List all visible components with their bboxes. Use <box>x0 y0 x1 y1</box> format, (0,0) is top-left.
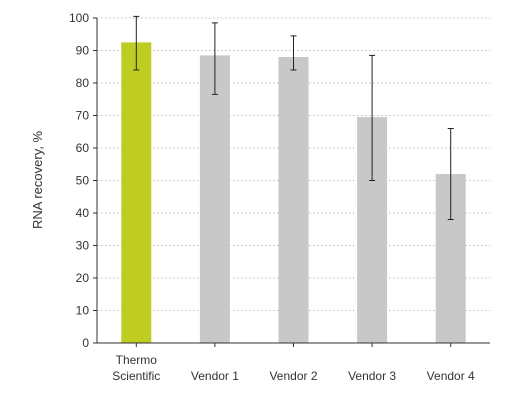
bar-1 <box>199 55 230 343</box>
y-tick-label-70: 70 <box>76 109 90 123</box>
y-tick-label-40: 40 <box>76 206 90 220</box>
bars <box>121 42 466 343</box>
y-tick-label-0: 0 <box>82 336 89 350</box>
y-axis-title: RNA recovery, % <box>30 131 45 229</box>
y-tick-label-30: 30 <box>76 239 90 253</box>
category-label-2-0: Vendor 2 <box>269 369 317 383</box>
category-label-3-0: Vendor 3 <box>348 369 396 383</box>
y-tick-label-60: 60 <box>76 141 90 155</box>
y-tick-label-80: 80 <box>76 76 90 90</box>
y-tick-label-10: 10 <box>76 304 90 318</box>
error-bars <box>133 15 454 220</box>
category-label-4-0: Vendor 4 <box>427 369 475 383</box>
y-tick-label-90: 90 <box>76 44 90 58</box>
category-label-1-0: Vendor 1 <box>191 369 239 383</box>
y-tick-labels: 0 10 20 30 40 50 60 70 80 90 100 <box>69 11 97 350</box>
category-label-0-0: Thermo <box>116 353 158 367</box>
y-tick-label-20: 20 <box>76 271 90 285</box>
category-labels: Thermo Scientific Vendor 1 Vendor 2 Vendor 3… <box>112 343 475 383</box>
y-tick-label-50: 50 <box>76 174 90 188</box>
category-label-0-1: Scientific <box>112 369 160 383</box>
y-tick-label-100: 100 <box>69 11 89 25</box>
bar-2 <box>278 57 309 343</box>
bar-0 <box>121 42 152 343</box>
